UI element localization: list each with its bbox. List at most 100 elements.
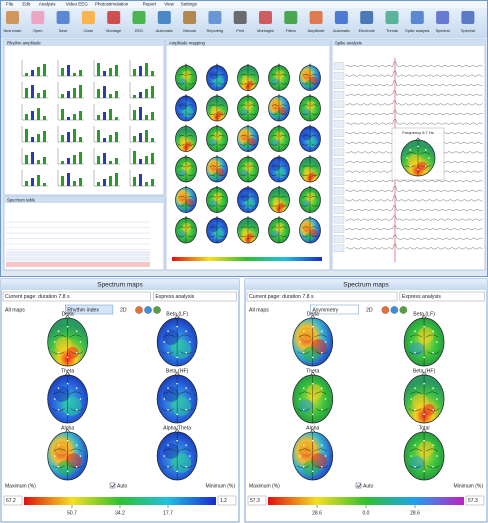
eeg-trace [345, 90, 483, 96]
channel-label [333, 62, 345, 70]
electrode [57, 466, 60, 468]
menu-item[interactable]: View [164, 2, 174, 7]
mode-dropdown[interactable] [65, 304, 114, 315]
menu-item[interactable]: Edit [22, 2, 31, 7]
mini-bar [37, 108, 40, 120]
max-value: 57.3 [250, 498, 260, 504]
mini-bar [61, 68, 64, 76]
electrode [302, 352, 305, 354]
toolbar-button[interactable] [132, 11, 146, 24]
sulci [297, 318, 329, 366]
page-label: Current page: duration 7.8 s [249, 294, 314, 300]
map-patch [275, 131, 285, 140]
toolbar-button[interactable] [183, 11, 197, 24]
toolbar-button[interactable] [6, 11, 19, 24]
toolbar-button[interactable] [334, 11, 348, 24]
mode-label: Asymmetry [312, 307, 338, 313]
map-patch [163, 443, 180, 459]
mini-bar [43, 116, 46, 120]
menu-item[interactable]: Photostimulation [95, 2, 129, 7]
toolbar-button[interactable] [56, 11, 70, 24]
toolbar-button[interactable] [157, 11, 171, 24]
menu-item[interactable]: Report [143, 2, 157, 7]
toolbar-button[interactable] [360, 11, 374, 24]
page-dropdown[interactable] [2, 291, 151, 302]
toolbar-label: EEG [135, 29, 143, 33]
mini-bar [67, 132, 70, 142]
toolbar-button[interactable] [436, 11, 450, 24]
mini-bar [61, 94, 64, 98]
analysis-dropdown[interactable] [153, 291, 237, 302]
panel-header [4, 40, 164, 46]
menu-item[interactable]: Video EEG [66, 2, 89, 7]
toolbar-button[interactable] [31, 11, 45, 24]
max-box[interactable] [247, 495, 267, 506]
auto-checkbox[interactable] [355, 482, 362, 489]
electrode [57, 330, 60, 332]
mini-bar [139, 92, 142, 98]
auto-checkbox[interactable] [109, 482, 116, 489]
max-box[interactable] [3, 495, 23, 506]
toolbar-button[interactable] [309, 11, 323, 24]
spectrum-panel [244, 278, 488, 523]
electrode [57, 387, 60, 389]
view-button[interactable] [381, 306, 390, 314]
toolbar-button[interactable] [410, 11, 424, 24]
electrode [410, 341, 413, 343]
min-box[interactable] [217, 495, 237, 506]
view-button[interactable] [153, 306, 161, 314]
min-box[interactable] [465, 495, 485, 506]
toolbar-button[interactable] [284, 11, 298, 24]
colorbar-tick-label: 50.7 [67, 510, 77, 516]
sulci [161, 318, 193, 366]
view-button[interactable] [144, 306, 152, 314]
menu-item[interactable]: File [6, 2, 14, 7]
menu-item[interactable]: Settings [181, 2, 198, 7]
toolbar-button[interactable] [259, 11, 272, 24]
electrode [66, 382, 69, 385]
mini-bar [103, 138, 106, 142]
maps-label[interactable]: All maps [249, 307, 269, 313]
menu-item[interactable]: Analysis [39, 2, 57, 7]
brain-map [292, 371, 334, 424]
mode-dropdown[interactable] [310, 304, 359, 315]
map-patch [409, 456, 425, 471]
map-patch [302, 108, 311, 116]
mini-bar [43, 90, 46, 98]
eeg-trace [345, 110, 483, 115]
mini-bar [25, 114, 28, 120]
view-button[interactable] [390, 306, 399, 314]
page-dropdown[interactable] [246, 291, 398, 302]
dim-label[interactable]: 2D [366, 307, 373, 313]
toolbar-label: New exam [4, 29, 22, 33]
map-patch [418, 441, 435, 457]
sulci [297, 432, 329, 480]
eeg-trace [345, 215, 483, 221]
toolbar-button[interactable] [385, 11, 399, 24]
view-button[interactable] [135, 306, 143, 314]
toolbar-button[interactable] [208, 11, 222, 24]
electrode [302, 409, 305, 411]
analysis-dropdown[interactable] [399, 291, 485, 302]
eeg-trace [345, 100, 483, 106]
dim-label[interactable]: 2D [120, 307, 127, 313]
mini-bar [97, 89, 100, 98]
mini-bar [133, 136, 136, 142]
colorbar [24, 497, 216, 505]
view-button[interactable] [399, 306, 408, 314]
mini-bar [109, 176, 112, 186]
toolbar-button[interactable] [233, 11, 247, 24]
brain-map [175, 93, 197, 122]
toolbar-button[interactable] [81, 11, 95, 24]
toolbar-button[interactable] [461, 11, 475, 24]
toolbar-button[interactable] [107, 11, 121, 24]
mini-bar [109, 68, 112, 76]
electrode [167, 387, 169, 389]
mini-bar [139, 133, 142, 142]
sulci [239, 187, 257, 213]
colorbar-tick-label: 28.6 [410, 510, 420, 516]
map-patch [304, 232, 314, 241]
sulci [239, 218, 257, 243]
electrode [321, 330, 323, 332]
maps-label[interactable]: All maps [5, 307, 25, 313]
